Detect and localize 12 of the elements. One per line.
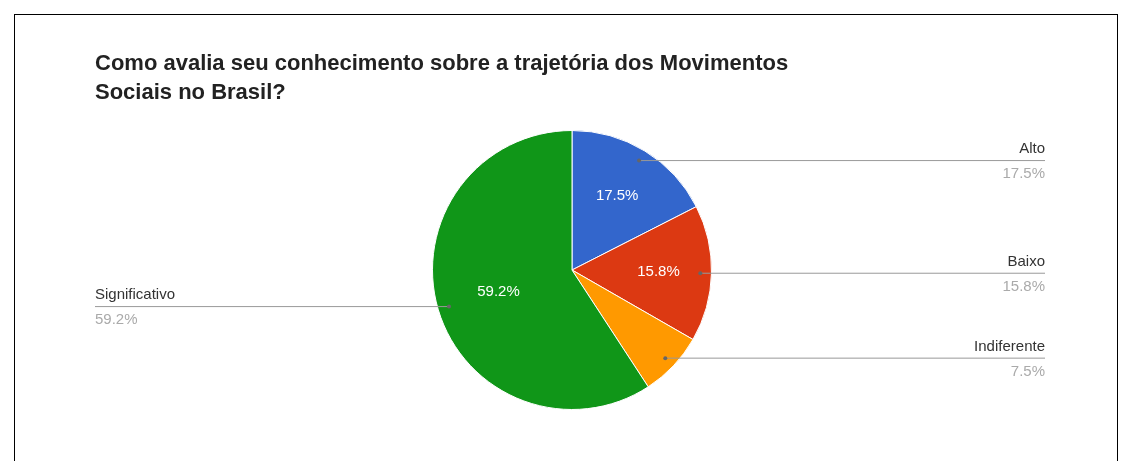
text: 15.8%	[1002, 276, 1045, 294]
text: 59.2%	[95, 310, 138, 328]
data-label: 59.2%	[477, 282, 520, 300]
data-label: 17.5%	[595, 186, 639, 204]
slice-label: Baixo	[1007, 251, 1045, 269]
data-label: 7.5%	[1010, 361, 1045, 379]
slice-label: Indiferente	[974, 336, 1045, 354]
chart-title: Como avalia seu conhecimento sobre a trajetória dos Movimentos Sociais no Brasil?	[95, 49, 790, 106]
data-label: 15.8%	[637, 262, 680, 280]
slice-label: Significativo	[95, 285, 176, 303]
text: 17.5%	[1002, 164, 1045, 182]
slice-label: Alto	[1019, 139, 1045, 157]
